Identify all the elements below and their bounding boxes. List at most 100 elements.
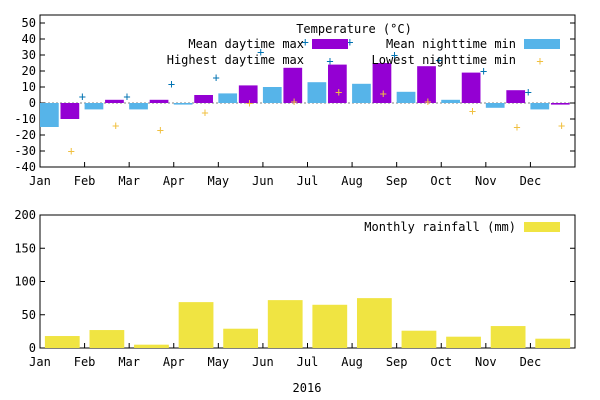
- temperature-y-tick-label: -20: [14, 128, 36, 142]
- temperature-bar: [149, 99, 169, 103]
- temperature-point-marker: +: [246, 96, 253, 110]
- temperature-x-tick-label: Jul: [297, 174, 319, 188]
- rainfall-bar: [178, 302, 214, 348]
- temperature-point-marker: +: [469, 104, 476, 118]
- temperature-x-tick-label: Apr: [163, 174, 185, 188]
- rainfall-y-tick-label: 150: [14, 241, 36, 255]
- rainfall-y-tick-label: 50: [22, 308, 36, 322]
- temperature-bar: [441, 99, 460, 103]
- rainfall-bar: [356, 298, 392, 348]
- temperature-bar: [417, 66, 436, 103]
- rainfall-y-tick-label: 0: [29, 341, 36, 355]
- rainfall-bar: [446, 336, 481, 348]
- temperature-bar: [218, 93, 238, 103]
- temperature-x-tick-label: Jan: [29, 174, 51, 188]
- rainfall-legend-label: Monthly rainfall (mm): [364, 220, 516, 234]
- temperature-legend-label: Highest daytime max: [167, 53, 304, 67]
- temperature-bar: [173, 103, 193, 105]
- temperature-point-marker: +: [201, 106, 208, 120]
- temperature-y-tick-label: -40: [14, 160, 36, 174]
- temperature-bar: [262, 87, 282, 103]
- temperature-point-marker: +: [391, 48, 398, 62]
- rainfall-x-tick-label: Jul: [297, 355, 319, 369]
- temperature-point-marker: +: [212, 70, 219, 84]
- temperature-legend-label: Lowest nighttime min: [372, 53, 517, 67]
- temperature-chart-title: Temperature (°C): [296, 22, 412, 36]
- temperature-y-tick-label: 20: [22, 64, 36, 78]
- rainfall-x-tick-label: Jun: [252, 355, 274, 369]
- temperature-bar: [372, 63, 392, 103]
- rainfall-x-tick-label: Dec: [520, 355, 542, 369]
- rainfall-x-tick-label: Aug: [341, 355, 363, 369]
- temperature-bar: [328, 64, 347, 103]
- temperature-legend-marker: +: [536, 54, 543, 68]
- temperature-bar: [129, 103, 148, 110]
- rainfall-bar: [44, 336, 80, 348]
- temperature-x-tick-label: Nov: [475, 174, 497, 188]
- temperature-point-marker: +: [168, 77, 175, 91]
- temperature-bar: [396, 91, 416, 103]
- temperature-point-marker: +: [157, 123, 164, 137]
- temperature-point-marker: +: [335, 85, 342, 99]
- rainfall-x-tick-label: Feb: [74, 355, 96, 369]
- temperature-y-tick-label: -30: [14, 144, 36, 158]
- temperature-x-tick-label: Dec: [520, 174, 542, 188]
- temperature-y-tick-label: 40: [22, 32, 36, 46]
- rainfall-bar: [89, 330, 125, 348]
- temperature-bar: [194, 95, 213, 103]
- rainfall-bar: [312, 304, 348, 348]
- temperature-x-tick-label: Mar: [118, 174, 140, 188]
- temperature-y-tick-label: 30: [22, 48, 36, 62]
- temperature-x-tick-label: Sep: [386, 174, 408, 188]
- temperature-point-marker: +: [424, 94, 431, 108]
- temperature-bar: [307, 82, 327, 103]
- temperature-legend-label: Mean nighttime min: [386, 37, 516, 51]
- rainfall-x-tick-label: Jan: [29, 355, 51, 369]
- temperature-point-marker: +: [480, 64, 487, 78]
- rainfall-x-tick-label: May: [207, 355, 229, 369]
- temperature-y-tick-label: 0: [29, 96, 36, 110]
- temperature-legend-swatch: [312, 39, 348, 49]
- rainfall-x-tick-label: Mar: [118, 355, 140, 369]
- temperature-legend-swatch: [524, 39, 560, 49]
- temperature-point-marker: +: [79, 90, 86, 104]
- rainfall-legend-swatch: [524, 222, 560, 232]
- temperature-bar: [84, 103, 104, 110]
- temperature-x-tick-label: Feb: [74, 174, 96, 188]
- rainfall-x-tick-label: Oct: [430, 355, 452, 369]
- rainfall-x-tick-label: Apr: [163, 355, 185, 369]
- temperature-bar: [550, 103, 570, 105]
- rainfall-x-tick-label: Sep: [386, 355, 408, 369]
- temperature-point-marker: +: [302, 35, 309, 49]
- temperature-point-marker: +: [123, 90, 130, 104]
- temperature-point-marker: +: [525, 85, 532, 99]
- temperature-x-tick-label: Oct: [430, 174, 452, 188]
- temperature-bar: [60, 103, 80, 119]
- temperature-bar: [238, 85, 258, 103]
- temperature-point-marker: +: [257, 45, 264, 59]
- rainfall-x-axis-label: 2016: [293, 381, 322, 395]
- temperature-legend-label: Mean daytime max: [188, 37, 304, 51]
- temperature-bar: [105, 99, 124, 103]
- rainfall-bar: [223, 328, 259, 348]
- rainfall-bar: [134, 344, 169, 348]
- temperature-point-marker: +: [291, 94, 298, 108]
- rainfall-bar: [535, 338, 571, 348]
- temperature-point-marker: +: [346, 35, 353, 49]
- temperature-point-marker: +: [68, 144, 75, 158]
- temperature-y-tick-label: 50: [22, 16, 36, 30]
- rainfall-x-tick-label: Nov: [475, 355, 497, 369]
- temperature-bar: [283, 67, 303, 103]
- temperature-x-tick-label: May: [207, 174, 229, 188]
- temperature-bar: [352, 83, 371, 103]
- rainfall-y-tick-label: 200: [14, 208, 36, 222]
- rainfall-chart: 2016 0 50 100 150 200 Jan Feb Mar Apr May Jun Jul Au…: [14, 208, 576, 395]
- temperature-bar: [40, 103, 59, 127]
- temperature-y-tick-label: 10: [22, 80, 36, 94]
- temperature-bar: [485, 103, 505, 108]
- temperature-x-tick-label: Jun: [252, 174, 274, 188]
- temperature-bar: [461, 72, 481, 103]
- temperature-legend-marker: +: [326, 54, 333, 68]
- temperature-point-marker: +: [435, 53, 442, 67]
